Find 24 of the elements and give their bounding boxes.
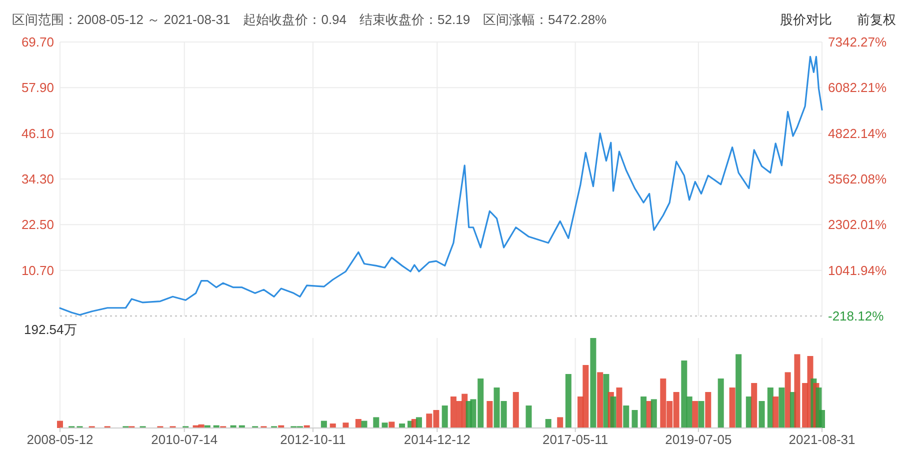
- y2-tick-label: 1041.94%: [828, 262, 887, 278]
- y-tick-label: 46.10: [21, 126, 54, 141]
- text: 前复权: [857, 12, 896, 27]
- x-tick-label: 2008-05-12: [26, 432, 94, 447]
- chart-title: 区间范围：2008-05-12 ～ 2021-08-31 起始收盘价：0.94 结束收盘价：52.19 区间涨幅：5472.28%: [12, 12, 608, 27]
- x-tick-label: 2019-07-05: [665, 432, 732, 447]
- y-tick-label: 34.30: [21, 172, 54, 187]
- y-tick-label: 10.70: [21, 262, 54, 278]
- y2-tick-label: 3562.08%: [828, 172, 887, 187]
- x-tick-label: 2021-08-31: [788, 432, 856, 447]
- text: 股价对比: [780, 12, 832, 27]
- x-tick-label: 2012-10-11: [280, 432, 346, 447]
- y2-tick-label: 7342.27%: [828, 34, 887, 50]
- y-tick-label: 22.50: [21, 217, 54, 232]
- y2-tick-label: 6082.21%: [828, 80, 887, 96]
- x-tick-label: 2014-12-12: [404, 432, 470, 447]
- y2-tick-label: 2302.01%: [828, 217, 887, 232]
- y2-tick-label: 4822.14%: [828, 126, 887, 141]
- text: 192.54万: [24, 322, 77, 337]
- x-tick-label: 2017-05-11: [542, 432, 608, 447]
- y-tick-label: 69.70: [21, 34, 54, 50]
- y-tick-label: 57.90: [21, 80, 54, 96]
- y2-tick-label: -218.12%: [828, 308, 884, 324]
- x-tick-label: 2010-07-14: [151, 432, 218, 447]
